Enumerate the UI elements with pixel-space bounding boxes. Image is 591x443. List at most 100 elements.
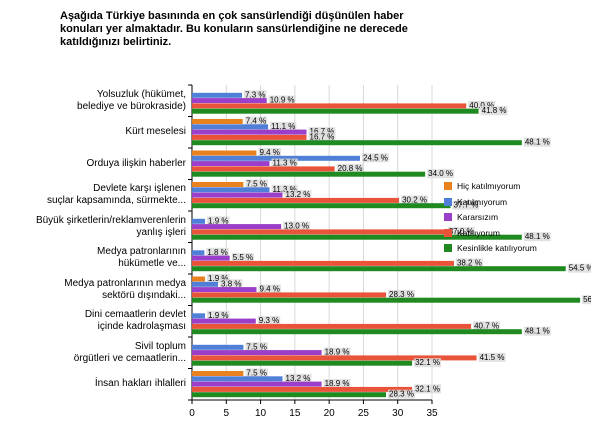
- bar: [192, 182, 244, 187]
- x-tick-label: 0: [189, 408, 195, 419]
- value-label-bg: [308, 132, 336, 142]
- value-label: 11.3 %: [272, 185, 296, 194]
- y-tick-label: Yolsuzluk (hükümet, belediye ve bürokras…: [77, 88, 186, 112]
- value-label-bg: [523, 137, 551, 147]
- value-label-bg: [207, 216, 230, 226]
- legend-label: Katılmıyorum: [457, 196, 508, 207]
- value-label-bg: [270, 121, 297, 131]
- value-label-bg: [284, 373, 312, 383]
- value-label-bg: [388, 389, 415, 399]
- value-label-bg: [220, 279, 243, 289]
- legend-item: Katılıyorum: [444, 228, 500, 238]
- value-label-bg: [284, 190, 312, 200]
- value-label: 37.7 %: [454, 201, 479, 210]
- value-label: 30.2 %: [402, 195, 427, 204]
- bar: [192, 255, 230, 261]
- value-label-bg: [271, 158, 298, 168]
- value-label: 18.9 %: [325, 379, 350, 388]
- bar: [192, 203, 451, 209]
- value-label: 1.9 %: [208, 274, 228, 283]
- value-label: 1.9 %: [208, 216, 228, 225]
- value-label: 1.8 %: [207, 248, 227, 257]
- value-label-bg: [244, 116, 268, 126]
- bar: [192, 386, 413, 392]
- value-label-bg: [245, 179, 268, 189]
- value-label: 48.1 %: [525, 327, 550, 336]
- value-label: 18.9 %: [325, 348, 350, 357]
- value-label-bg: [452, 200, 480, 210]
- value-label: 7.3 %: [245, 90, 265, 99]
- value-label-bg: [268, 95, 296, 105]
- bar: [192, 234, 522, 240]
- value-label: 13.2 %: [286, 374, 311, 383]
- legend-label: Hiç katılmıyorum: [457, 181, 521, 191]
- value-label: 7.5 %: [246, 342, 266, 351]
- bar: [192, 187, 270, 193]
- y-tick-label: Orduya ilişkin haberler: [86, 157, 187, 169]
- bar: [192, 134, 307, 140]
- x-tick-label: 10: [255, 408, 267, 419]
- value-label: 38.2 %: [457, 258, 482, 267]
- bar: [192, 350, 322, 356]
- legend-item: Katılmıyorum: [444, 197, 507, 207]
- bar: [192, 292, 387, 298]
- value-label-bg: [271, 184, 298, 194]
- bar: [192, 266, 566, 272]
- legend-swatch: [444, 197, 452, 206]
- value-label-bg: [401, 195, 428, 205]
- bar: [192, 360, 413, 366]
- legend-item: Kesinlikle katılıyorum: [444, 243, 537, 253]
- value-label: 56.6 %: [583, 295, 591, 304]
- value-label-bg: [523, 232, 551, 242]
- value-label-bg: [206, 247, 229, 257]
- y-tick-label: Kürt meselesi: [125, 126, 186, 138]
- bar: [192, 371, 244, 376]
- value-label-bg: [478, 352, 506, 362]
- bar: [192, 229, 446, 235]
- value-label-bg: [336, 163, 364, 173]
- value-label-bg: [447, 226, 475, 236]
- value-label: 37.0 %: [449, 227, 474, 236]
- bar: [192, 276, 206, 282]
- value-label: 32.1 %: [415, 358, 440, 367]
- bar: [192, 92, 243, 98]
- value-label: 16.7 %: [310, 132, 335, 141]
- legend-label: Kararsızım: [457, 212, 499, 222]
- value-label-bg: [323, 379, 351, 389]
- value-label: 1.9 %: [208, 311, 228, 320]
- legend-label: Katılıyorum: [457, 227, 500, 238]
- value-label-bg: [582, 295, 591, 305]
- value-label: 13.2 %: [286, 190, 311, 199]
- value-label: 7.5 %: [246, 180, 266, 189]
- x-tick-label: 30: [392, 408, 404, 419]
- bar: [192, 150, 257, 156]
- value-label: 48.1 %: [525, 232, 550, 241]
- y-tick-label: Sivil toplum örgütleri ve cemaatlerin...: [73, 340, 186, 364]
- value-label-bg: [231, 253, 255, 263]
- y-tick-label: Medya patronlarının hükümetle ve...: [97, 246, 186, 270]
- x-tick-label: 35: [426, 408, 438, 419]
- bar: [192, 192, 283, 198]
- x-tick-label: 5: [224, 408, 230, 419]
- bar: [192, 313, 206, 319]
- value-label-bg: [207, 274, 230, 283]
- legend-item: Kararsızım: [444, 212, 498, 222]
- legend-item: Hiç katılmıyorum: [444, 181, 520, 191]
- x-tick-label: 25: [358, 408, 370, 419]
- value-label-bg: [245, 342, 268, 352]
- value-label-bg: [414, 384, 442, 394]
- value-label-bg: [258, 148, 281, 157]
- value-label-bg: [523, 326, 551, 336]
- value-label: 10.9 %: [270, 96, 295, 105]
- value-label: 16.7 %: [310, 127, 335, 136]
- value-label-bg: [362, 153, 389, 163]
- bar: [192, 392, 387, 398]
- value-label: 41.5 %: [480, 353, 505, 362]
- value-label-bg: [257, 316, 281, 326]
- value-label: 9.4 %: [259, 285, 279, 294]
- value-label: 32.1 %: [415, 384, 440, 393]
- bar: [192, 381, 322, 387]
- legend-label: Kesinlikle katılıyorum: [457, 243, 537, 253]
